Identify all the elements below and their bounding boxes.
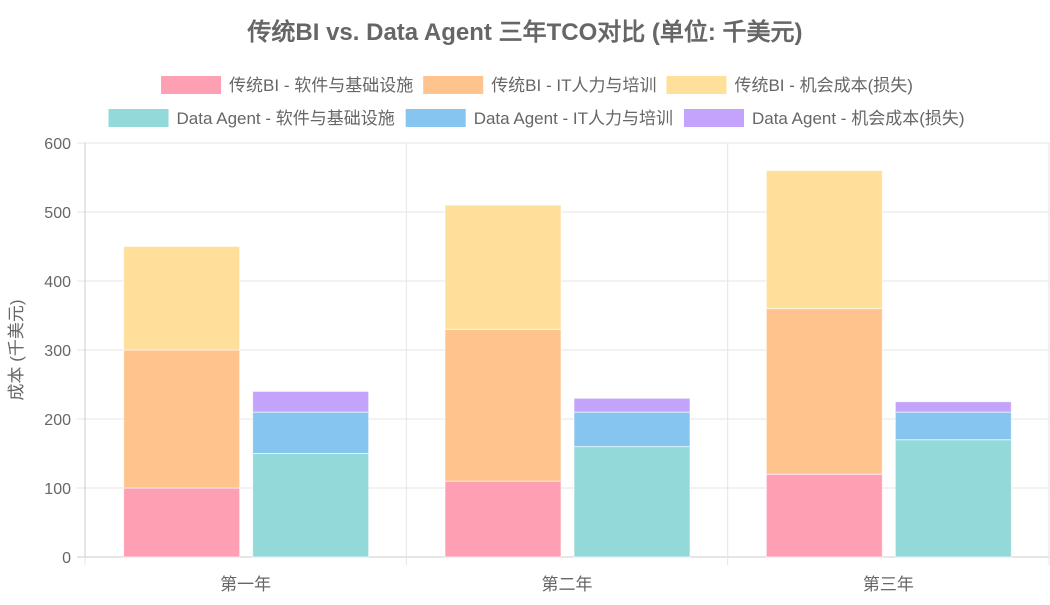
bar-segment[interactable] [123, 349, 241, 489]
y-axis-label: 成本 (千美元) [7, 299, 26, 400]
legend-item[interactable]: Data Agent - IT人力与培训 [405, 109, 673, 128]
bar-segment[interactable] [123, 487, 241, 558]
y-tick-label: 400 [44, 274, 71, 291]
bar-segment[interactable] [444, 480, 562, 558]
axes: 0 100 200 300 400 500 600 第一年 第二年 第三年 [44, 136, 914, 594]
legend-item[interactable]: 传统BI - 机会成本(损失) [666, 76, 913, 95]
chart-title: 传统BI vs. Data Agent 三年TCO对比 (单位: 千美元) [246, 18, 802, 46]
bar-segment[interactable] [444, 328, 562, 482]
bar-segment[interactable] [765, 473, 883, 558]
bar-segment[interactable] [894, 401, 1012, 413]
bar-segment[interactable] [444, 204, 562, 330]
legend-swatch [161, 76, 222, 94]
bars [123, 170, 1012, 558]
bar-segment[interactable] [894, 411, 1012, 441]
bar-segment[interactable] [252, 453, 370, 558]
x-tick-label: 第二年 [542, 575, 593, 594]
y-tick-label: 500 [44, 205, 71, 222]
bar-segment[interactable] [573, 446, 691, 558]
legend-label: 传统BI - 软件与基础设施 [229, 76, 413, 95]
y-tick-label: 200 [44, 412, 71, 429]
bar-segment[interactable] [894, 439, 1012, 558]
y-tick-label: 600 [44, 136, 71, 153]
legend-swatch [666, 76, 727, 94]
bar-segment[interactable] [123, 246, 241, 351]
bar-segment[interactable] [252, 390, 370, 413]
legend-label: 传统BI - 机会成本(损失) [734, 76, 913, 95]
legend-item[interactable]: 传统BI - IT人力与培训 [423, 76, 656, 95]
legend-label: Data Agent - 机会成本(损失) [752, 109, 965, 128]
legend-label: Data Agent - IT人力与培训 [474, 109, 673, 128]
legend-swatch [423, 76, 484, 94]
legend-item[interactable]: 传统BI - 软件与基础设施 [161, 76, 413, 95]
bar-segment[interactable] [765, 308, 883, 475]
legend-label: Data Agent - 软件与基础设施 [177, 109, 395, 128]
legend-label: 传统BI - IT人力与培训 [491, 76, 656, 95]
legend-swatch [108, 109, 169, 127]
legend-swatch [405, 109, 466, 127]
legend-swatch [683, 109, 744, 127]
legend: 传统BI - 软件与基础设施 传统BI - IT人力与培训 传统BI - 机会成本(… [108, 76, 965, 128]
bar-segment[interactable] [252, 411, 370, 455]
x-tick-label: 第三年 [863, 575, 914, 594]
legend-item[interactable]: Data Agent - 软件与基础设施 [108, 109, 395, 128]
legend-item[interactable]: Data Agent - 机会成本(损失) [683, 109, 965, 128]
y-tick-label: 100 [44, 481, 71, 498]
y-tick-label: 300 [44, 343, 71, 360]
x-tick-label: 第一年 [220, 575, 271, 594]
y-tick-label: 0 [62, 550, 71, 567]
bar-segment[interactable] [765, 170, 883, 310]
bar-segment[interactable] [573, 397, 691, 413]
bar-segment[interactable] [573, 411, 691, 448]
